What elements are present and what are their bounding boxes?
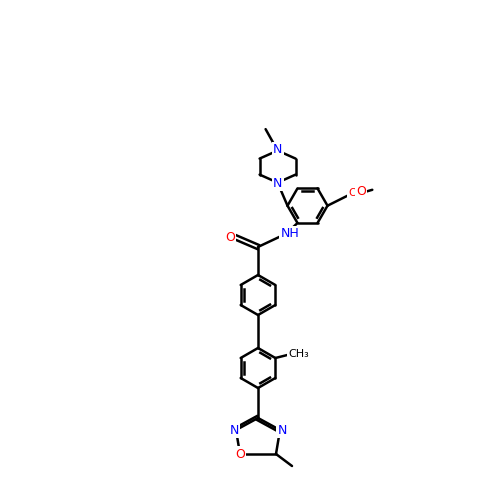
Text: O: O (225, 230, 235, 243)
Text: O: O (348, 188, 356, 198)
Text: CH₃: CH₃ (288, 349, 308, 359)
Text: N: N (230, 424, 238, 436)
Text: O: O (235, 448, 245, 460)
Text: N: N (273, 143, 282, 156)
Text: O: O (356, 186, 366, 198)
Text: N: N (278, 424, 286, 436)
Text: N: N (273, 177, 282, 190)
Text: NH: NH (280, 227, 299, 240)
